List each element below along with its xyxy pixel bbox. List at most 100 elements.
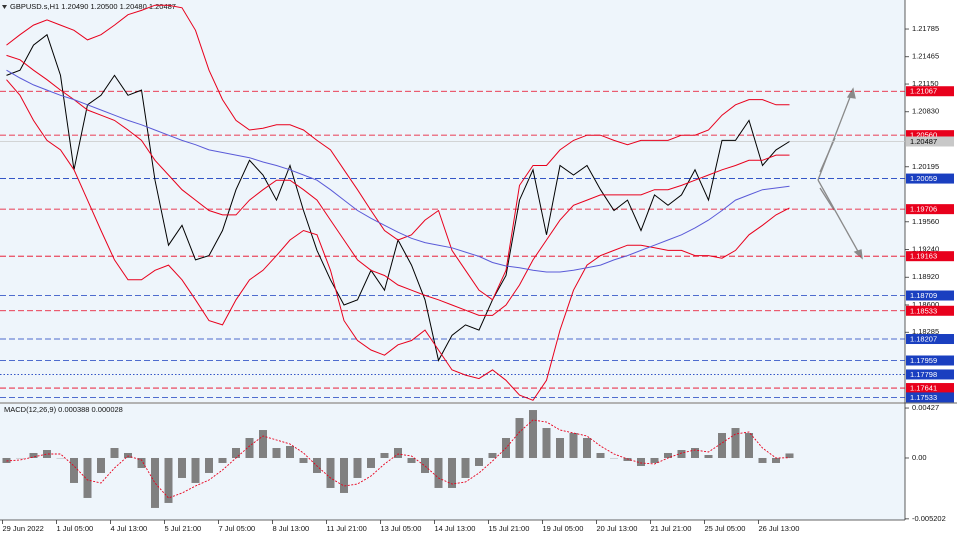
histogram-bar bbox=[691, 447, 699, 458]
histogram-bar bbox=[245, 438, 254, 458]
histogram-bar bbox=[97, 457, 105, 473]
histogram-bar bbox=[718, 433, 726, 458]
histogram-bar bbox=[569, 433, 578, 458]
x-tick-label: 25 Jul 05:00 bbox=[705, 524, 746, 533]
histogram-bar bbox=[259, 430, 267, 458]
histogram-bar bbox=[137, 457, 146, 468]
forecast-arrows bbox=[817, 87, 863, 260]
y-tick-label: 1.20830 bbox=[912, 107, 939, 116]
y-tick-label: -0.005202 bbox=[912, 514, 946, 523]
histogram-bar bbox=[205, 457, 213, 473]
level-label: 1.17641 bbox=[910, 384, 937, 393]
x-tick-label: 7 Jul 05:00 bbox=[219, 524, 256, 533]
level-label: 1.18533 bbox=[910, 306, 937, 315]
histogram-bar bbox=[340, 457, 348, 493]
histogram-bar bbox=[272, 447, 281, 458]
histogram-bar bbox=[367, 457, 375, 468]
histogram-bar bbox=[529, 410, 537, 458]
level-label-box bbox=[906, 136, 954, 147]
histogram-bar bbox=[380, 452, 389, 458]
histogram-bar bbox=[110, 447, 119, 458]
histogram-bar bbox=[772, 457, 780, 463]
x-tick-label: 5 Jul 21:00 bbox=[165, 524, 202, 533]
level-label-box bbox=[906, 173, 954, 184]
x-tick-label: 19 Jul 05:00 bbox=[543, 524, 584, 533]
histogram-bar bbox=[124, 452, 132, 458]
histogram-bar bbox=[515, 418, 524, 458]
series-line bbox=[6, 54, 790, 316]
histogram-bar bbox=[583, 438, 591, 458]
arrow bbox=[819, 187, 835, 211]
histogram-bar bbox=[556, 438, 564, 458]
level-label-box bbox=[906, 251, 954, 262]
level-label: 1.18207 bbox=[910, 334, 937, 343]
arrow bbox=[817, 91, 853, 181]
histogram-bar bbox=[448, 457, 456, 488]
arrow-head bbox=[846, 87, 856, 99]
level-label-box bbox=[906, 130, 954, 141]
x-tick-label: 15 Jul 21:00 bbox=[489, 524, 530, 533]
histogram-bar bbox=[677, 449, 686, 458]
y-tick-label: 1.19560 bbox=[912, 217, 939, 226]
level-label: 1.20059 bbox=[910, 174, 937, 183]
histogram-bar bbox=[421, 457, 429, 473]
histogram-bar bbox=[299, 457, 308, 463]
menu-triangle bbox=[2, 5, 7, 9]
arrow bbox=[817, 179, 861, 256]
histogram-bar bbox=[326, 457, 335, 488]
x-tick-label: 4 Jul 13:00 bbox=[111, 524, 148, 533]
histogram-bar bbox=[232, 447, 240, 458]
level-label: 1.18709 bbox=[910, 291, 937, 300]
histogram-bar bbox=[637, 457, 645, 466]
histogram-bar bbox=[596, 452, 605, 458]
level-label: 1.20487 bbox=[910, 137, 937, 146]
histogram-bar bbox=[434, 457, 443, 488]
level-label-box bbox=[906, 334, 954, 345]
level-label-box bbox=[906, 305, 954, 316]
histogram-bar bbox=[704, 454, 713, 458]
series-line bbox=[6, 419, 790, 499]
histogram-bar bbox=[151, 457, 159, 508]
x-tick-label: 8 Jul 13:00 bbox=[273, 524, 310, 533]
histogram-bar bbox=[488, 452, 497, 458]
price-panel bbox=[0, 0, 905, 402]
y-tick-label: 1.21150 bbox=[912, 79, 939, 88]
macd-title: MACD(12,26,9) 0.000388 0.000028 bbox=[4, 405, 123, 414]
histogram-bar bbox=[353, 457, 362, 478]
x-tick-label: 29 Jun 2022 bbox=[3, 524, 44, 533]
histogram-bar bbox=[731, 428, 740, 458]
level-label: 1.21067 bbox=[910, 87, 937, 96]
histogram-bar bbox=[407, 457, 416, 463]
histogram-bar bbox=[218, 457, 227, 463]
histogram-bar bbox=[650, 457, 659, 463]
histogram-bar bbox=[2, 457, 11, 463]
level-label-box bbox=[906, 355, 954, 366]
x-tick-label: 11 Jul 21:00 bbox=[327, 524, 367, 533]
histogram-bar bbox=[164, 457, 173, 503]
y-tick-label: 1.18920 bbox=[912, 272, 939, 281]
x-tick-label: 21 Jul 21:00 bbox=[651, 524, 692, 533]
histogram-bar bbox=[70, 457, 78, 483]
histogram-bar bbox=[461, 457, 470, 478]
chart-title: GBPUSD.s,H1 1.20490 1.20500 1.20480 1.20… bbox=[10, 2, 176, 11]
arrow bbox=[819, 137, 836, 173]
histogram-bar bbox=[623, 457, 632, 461]
histogram-bar bbox=[542, 428, 551, 458]
level-label: 1.17959 bbox=[910, 356, 937, 365]
y-tick-label: 1.21785 bbox=[912, 24, 939, 33]
x-tick-label: 26 Jul 13:00 bbox=[759, 524, 800, 533]
x-tick-label: 1 Jul 05:00 bbox=[57, 524, 94, 533]
x-tick-label: 20 Jul 13:00 bbox=[597, 524, 638, 533]
y-tick-label: 1.21465 bbox=[912, 52, 939, 61]
histogram-bar bbox=[43, 449, 51, 458]
y-tick-label: 1.20195 bbox=[912, 162, 939, 171]
x-tick-label: 14 Jul 13:00 bbox=[435, 524, 476, 533]
level-label: 1.19706 bbox=[910, 205, 937, 214]
series-line bbox=[6, 4, 790, 301]
level-label-box bbox=[906, 86, 954, 97]
y-tick-label: 1.18600 bbox=[912, 300, 939, 309]
level-label-box bbox=[906, 383, 954, 394]
level-label: 1.17533 bbox=[910, 393, 937, 402]
y-tick-label: 0.00 bbox=[912, 453, 927, 462]
